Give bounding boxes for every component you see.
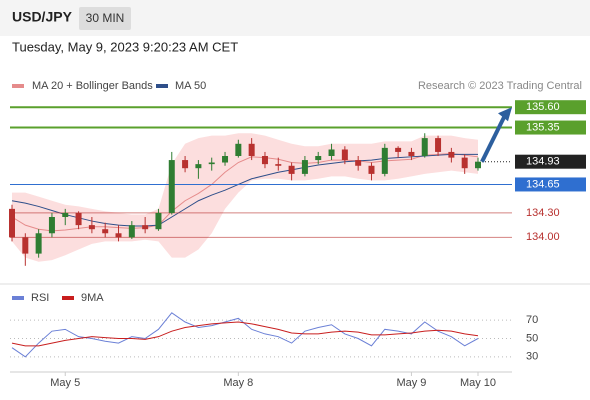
candle-body xyxy=(115,233,122,238)
forecast-arrowhead xyxy=(498,107,512,122)
legend-label: RSI xyxy=(31,292,49,304)
candle-body xyxy=(275,164,282,166)
bollinger-band xyxy=(12,133,478,262)
x-tick-label: May 8 xyxy=(223,377,253,389)
timestamp: Tuesday, May 9, 2023 9:20:23 AM CET xyxy=(12,39,238,54)
legend-label: MA 50 xyxy=(175,80,206,92)
candle-body xyxy=(75,212,82,226)
candle-body xyxy=(301,160,308,174)
level-label: 134.65 xyxy=(526,178,560,190)
candle-body xyxy=(475,161,481,169)
symbol: USD/JPY xyxy=(12,9,73,25)
legend-swatch xyxy=(156,84,168,88)
legend-label: MA 20 + Bollinger Bands xyxy=(32,80,153,92)
candle-body xyxy=(355,160,362,166)
candle-body xyxy=(435,138,442,152)
candle-body xyxy=(328,149,335,156)
candle-body xyxy=(315,156,322,161)
candle-body xyxy=(381,147,388,174)
legend-swatch xyxy=(62,296,74,300)
level-box xyxy=(515,120,586,135)
legend-swatch xyxy=(12,84,24,88)
candle-body xyxy=(168,160,175,213)
candle-body xyxy=(88,225,95,230)
level-label: 135.35 xyxy=(526,121,560,133)
candle-body xyxy=(222,156,229,163)
level-label: 134.30 xyxy=(526,207,560,219)
y-tick-label: 50 xyxy=(526,332,538,344)
candle-body xyxy=(261,156,268,165)
candle-body xyxy=(142,225,149,230)
candle-body xyxy=(48,217,55,234)
candle-body xyxy=(248,143,255,156)
candle-body xyxy=(288,165,295,174)
candle-body xyxy=(341,149,348,161)
candle-body xyxy=(421,138,428,156)
rsi-line xyxy=(11,312,479,358)
level-label: 135.60 xyxy=(526,101,560,113)
candle-body xyxy=(62,212,69,217)
candle-body xyxy=(195,164,202,169)
candle-body xyxy=(448,151,455,158)
candle-body xyxy=(182,160,189,169)
candle-body xyxy=(102,229,109,234)
candle-body xyxy=(408,151,415,156)
level-box xyxy=(515,177,586,192)
level-label: 134.00 xyxy=(526,231,560,243)
candle-body xyxy=(461,157,468,169)
level-label: 134.93 xyxy=(526,156,560,168)
level-box xyxy=(515,100,586,115)
interval[interactable]: 30 MIN xyxy=(86,11,125,25)
forecast-arrow xyxy=(480,114,507,163)
candle-body xyxy=(208,162,215,165)
candle-body xyxy=(235,143,242,156)
legend-label: 9MA xyxy=(81,292,104,304)
x-tick-label: May 10 xyxy=(460,377,496,389)
candle-body xyxy=(35,233,42,254)
candle-body xyxy=(9,208,15,238)
y-tick-label: 30 xyxy=(526,351,538,363)
x-tick-label: May 9 xyxy=(396,377,426,389)
ma50-line xyxy=(11,153,478,227)
candle-body xyxy=(395,147,402,152)
interval-button[interactable] xyxy=(79,7,131,30)
candle-body xyxy=(368,165,375,174)
candle-body xyxy=(155,212,162,230)
candle-body xyxy=(22,237,29,254)
x-tick-label: May 5 xyxy=(50,377,80,389)
y-tick-label: 70 xyxy=(526,314,538,326)
candle-body xyxy=(128,225,135,238)
ma9-line xyxy=(11,321,479,347)
legend-swatch xyxy=(12,296,24,300)
level-box xyxy=(515,154,586,169)
source: Research © 2023 Trading Central xyxy=(418,80,582,92)
